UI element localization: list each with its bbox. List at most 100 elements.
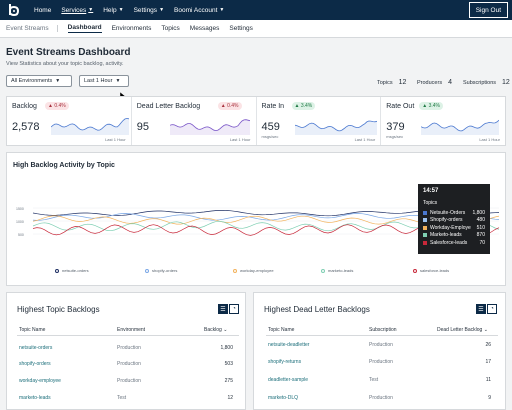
legend-dot: [321, 268, 325, 273]
legend-item[interactable]: shopify-orders: [145, 268, 177, 273]
page-title: Event Streams Dashboard: [6, 47, 131, 58]
tooltip-row: Marketo-leads 870: [423, 232, 485, 240]
chevron-down-icon: ▼: [55, 78, 61, 84]
sub-nav-bar: Event Streams Dashboard Environments Top…: [0, 20, 512, 38]
table-cell: Production: [369, 359, 393, 365]
column-header-subscription[interactable]: Subscription: [369, 327, 397, 333]
topic-link[interactable]: netsuite-deadletter: [268, 342, 310, 348]
stat-value: 459: [261, 121, 280, 133]
stat-period: Last 1 Hour: [354, 137, 376, 142]
change-badge: ▲ 0.4%: [45, 102, 69, 110]
tab-dashboard[interactable]: Dashboard: [67, 24, 102, 33]
chevron-down-icon: ▼: [219, 7, 225, 13]
dead-letter-backlogs-card: Highest Dead Letter Backlogs ☰ ◔ Topic N…: [253, 292, 506, 410]
stat-value: 2,578: [12, 121, 40, 133]
stat-dead-letter-backlog[interactable]: Dead Letter Backlog ▲ 0.4% 95 Last 1 Hou…: [132, 97, 257, 145]
sparkline: [51, 118, 129, 135]
chart-title: High Backlog Activity by Topic: [13, 162, 115, 169]
chevron-down-icon: ▼: [159, 7, 165, 13]
stat-rate-out[interactable]: Rate Out ▲ 3.4% 379 msgs/sec Last 1 Hour: [381, 97, 505, 145]
y-tick-label: 1500: [16, 207, 24, 211]
column-header-dead-letter-backlog[interactable]: Dead Letter Backlog ⌄: [437, 327, 488, 333]
stat-title: Rate Out: [386, 103, 415, 110]
view-toggle: ☰ ◔: [218, 304, 239, 314]
legend-item[interactable]: netsuite-orders: [55, 268, 89, 273]
legend-dot: [233, 268, 237, 273]
stat-value: 379: [386, 121, 405, 133]
top-nav-bar: Home Services ▼ Help ▼ Settings ▼ Boomi Acc…: [0, 0, 512, 20]
tab-messages[interactable]: Messages: [189, 25, 220, 32]
card-title: Highest Topic Backlogs: [17, 305, 100, 314]
topic-link[interactable]: deadletter-sample: [268, 377, 309, 383]
card-title: Highest Dead Letter Backlogs: [264, 305, 370, 314]
chart-view-icon[interactable]: ◔: [229, 304, 239, 314]
environment-select-value: All Environments: [11, 78, 53, 84]
sparkline: [421, 119, 500, 135]
topic-link[interactable]: shopify-returns: [268, 359, 302, 365]
boomi-logo-icon[interactable]: [4, 0, 24, 20]
list-view-icon[interactable]: ☰: [476, 304, 486, 314]
tooltip-time: 14:57: [423, 188, 439, 194]
sparkline-line: [169, 119, 250, 132]
topic-link[interactable]: marketo-leads: [19, 395, 51, 401]
sign-out-button[interactable]: Sign Out: [468, 2, 508, 18]
stats-row: Backlog ▲ 0.4% 2,578 Last 1 Hour Dead Le…: [6, 96, 506, 146]
nav-services[interactable]: Services ▼: [61, 6, 94, 14]
stat-backlog[interactable]: Backlog ▲ 0.4% 2,578 Last 1 Hour: [7, 97, 132, 145]
stat-unit: msgs/sec: [261, 134, 279, 139]
stat-title: Backlog: [12, 103, 37, 110]
legend-item[interactable]: salesforce-leads: [413, 268, 449, 273]
stat-period: Last 1 Hour: [105, 137, 126, 142]
environment-select[interactable]: All Environments ▼: [6, 75, 72, 87]
legend-item[interactable]: marketo-leads: [321, 268, 353, 273]
topic-link[interactable]: marketo-DLQ: [268, 395, 299, 401]
subscriptions-count: Subscriptions 12: [463, 79, 510, 86]
table-cell: Production: [117, 361, 141, 367]
topic-link[interactable]: workday-employee: [19, 378, 61, 384]
stat-value: 95: [136, 121, 149, 133]
topic-link[interactable]: shopify-orders: [19, 361, 51, 367]
topic-link[interactable]: netsuite-orders: [19, 345, 53, 351]
nav-settings[interactable]: Settings ▼: [133, 6, 165, 14]
column-header-topic[interactable]: Topic Name: [19, 327, 46, 333]
tooltip-heading: Topics: [423, 200, 438, 206]
nav-home[interactable]: Home: [34, 6, 52, 14]
change-badge: ▲ 0.4%: [217, 102, 242, 110]
table-cell: 9: [488, 395, 491, 401]
chart-view-icon[interactable]: ◔: [487, 304, 497, 314]
view-toggle: ☰ ◔: [476, 304, 497, 314]
sparkline-area: [421, 120, 500, 135]
chart-tooltip: 14:57 Topics Netsuite-Orders 1,800 Shopif…: [418, 184, 490, 254]
stat-unit: msgs/sec: [386, 134, 404, 139]
change-badge: ▲ 3.4%: [419, 102, 443, 110]
column-header-backlog[interactable]: Backlog ⌄: [204, 327, 228, 333]
period-select[interactable]: Last 1 Hour ▼: [79, 75, 129, 87]
tooltip-row: Shopify-orders 480: [423, 217, 485, 225]
column-header-topic[interactable]: Topic Name: [268, 327, 295, 333]
producers-count: Producers 4: [417, 79, 452, 86]
stat-rate-in[interactable]: Rate In ▲ 3.4% 459 msgs/sec Last 1 Hour: [257, 97, 382, 145]
stat-title: Rate In: [261, 103, 285, 110]
legend-item[interactable]: workday-employee: [233, 268, 274, 273]
table-cell: 11: [485, 377, 491, 383]
tab-environments[interactable]: Environments: [111, 25, 152, 32]
column-header-environment[interactable]: Environment: [117, 327, 146, 333]
table-cell: Production: [369, 342, 393, 348]
sparkline-line: [51, 118, 129, 131]
list-view-icon[interactable]: ☰: [218, 304, 228, 314]
tab-settings[interactable]: Settings: [229, 25, 253, 32]
divider: [266, 335, 498, 336]
period-select-value: Last 1 Hour: [84, 78, 113, 84]
table-cell: 12: [227, 395, 233, 401]
chevron-down-icon: ▼: [88, 7, 94, 13]
nav-help[interactable]: Help ▼: [103, 6, 124, 14]
nav-boomi-account[interactable]: Boomi Account ▼: [174, 6, 225, 14]
tooltip-row: Netsuite-Orders 1,800: [423, 209, 485, 217]
y-tick-label: 1000: [16, 220, 24, 224]
table-cell: Production: [369, 395, 393, 401]
sparkline-area: [294, 121, 377, 135]
tooltip-row: Workday-Employe 510: [423, 224, 485, 232]
chevron-down-icon: ▼: [118, 7, 124, 13]
tab-topics[interactable]: Topics: [161, 25, 180, 32]
legend-dot: [55, 268, 59, 273]
